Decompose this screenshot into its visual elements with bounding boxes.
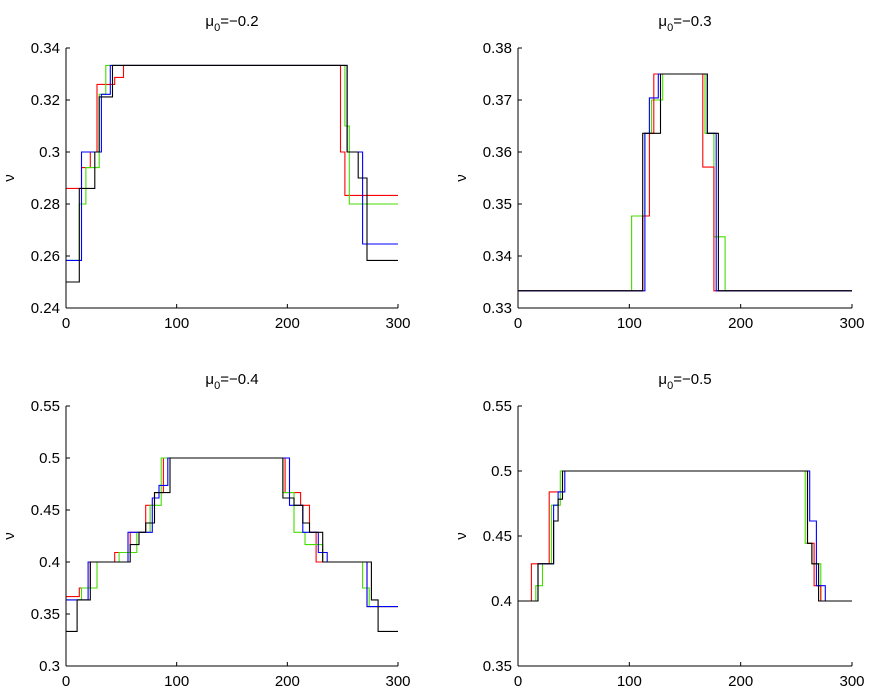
- subplot-3-series-black: [66, 457, 398, 632]
- subplot-2-series-red: [518, 73, 852, 292]
- x-tick-label: 200: [275, 673, 300, 690]
- subplot-2-title: μ0=−0.3: [658, 13, 711, 34]
- x-tick-label: 200: [728, 315, 753, 332]
- subplot-3-series-red: [66, 457, 398, 608]
- x-tick-label: 0: [514, 315, 522, 332]
- x-tick-label: 100: [164, 315, 189, 332]
- title-subscript: 0: [214, 22, 220, 34]
- title-mu: μ: [658, 371, 667, 388]
- x-tick-label: 300: [839, 673, 864, 690]
- y-tick-label: 0.38: [483, 40, 512, 57]
- y-tick-label: 0.36: [483, 144, 512, 161]
- subplot-4-series-red: [518, 470, 852, 602]
- x-tick-label: 200: [728, 673, 753, 690]
- subplot-1: μ0=−0.2ν0 100 200 3000.240.260.280.30.320.3…: [1, 13, 411, 332]
- y-tick-label: 0.35: [31, 606, 60, 623]
- subplot-2-series-blue: [518, 73, 852, 292]
- y-tick-label: 0.32: [31, 92, 60, 109]
- subplot-1-series-blue: [66, 64, 398, 261]
- y-tick-label: 0.55: [483, 398, 512, 415]
- title-mu: μ: [205, 371, 214, 388]
- subplot-4-ylabel: ν: [453, 532, 470, 540]
- x-tick-label: 200: [275, 315, 300, 332]
- y-tick-label: 0.35: [483, 196, 512, 213]
- x-tick-label: 300: [839, 315, 864, 332]
- x-tick-label: 0: [62, 673, 70, 690]
- x-tick-label: 0: [62, 315, 70, 332]
- subplot-1-series-black: [66, 64, 398, 283]
- title-mu: μ: [658, 13, 667, 30]
- subplot-3-series-blue: [66, 457, 398, 608]
- title-value: =−0.2: [220, 13, 258, 30]
- subplot-4-series-green: [518, 470, 852, 602]
- y-tick-label: 0.34: [31, 40, 60, 57]
- subplot-1-title: μ0=−0.2: [205, 13, 258, 34]
- subplot-3-ylabel: ν: [1, 532, 18, 540]
- x-tick-label: 0: [514, 673, 522, 690]
- subplot-2-series-green: [518, 73, 852, 292]
- x-tick-label: 100: [617, 673, 642, 690]
- subplot-2-series-black: [518, 73, 852, 292]
- y-tick-label: 0.4: [491, 593, 512, 610]
- x-tick-label: 100: [164, 673, 189, 690]
- y-tick-label: 0.5: [39, 450, 60, 467]
- title-value: =−0.5: [673, 371, 711, 388]
- y-tick-label: 0.26: [31, 248, 60, 265]
- y-tick-label: 0.3: [39, 144, 60, 161]
- subplot-1-series-green: [66, 64, 398, 261]
- x-tick-label: 300: [385, 673, 410, 690]
- subplot-4-series-blue: [518, 470, 852, 602]
- y-tick-label: 0.33: [483, 300, 512, 317]
- subplot-1-ylabel: ν: [1, 174, 18, 182]
- y-tick-label: 0.35: [483, 658, 512, 675]
- y-tick-label: 0.5: [491, 463, 512, 480]
- y-tick-label: 0.45: [31, 502, 60, 519]
- title-subscript: 0: [214, 380, 220, 392]
- title-value: =−0.4: [220, 371, 258, 388]
- title-value: =−0.3: [673, 13, 711, 30]
- title-mu: μ: [205, 13, 214, 30]
- subplot-4-title: μ0=−0.5: [658, 371, 711, 392]
- x-tick-label: 100: [617, 315, 642, 332]
- subplot-3-title: μ0=−0.4: [205, 371, 258, 392]
- y-tick-label: 0.55: [31, 398, 60, 415]
- title-subscript: 0: [667, 22, 673, 34]
- y-tick-label: 0.28: [31, 196, 60, 213]
- subplot-4-series-black: [518, 470, 852, 602]
- y-tick-label: 0.4: [39, 554, 60, 571]
- x-tick-label: 300: [385, 315, 410, 332]
- title-subscript: 0: [667, 380, 673, 392]
- y-tick-label: 0.34: [483, 248, 512, 265]
- subplot-3-series-green: [66, 457, 398, 608]
- subplot-2: μ0=−0.3ν0 100 200 3000.330.340.350.360.370.…: [453, 13, 865, 332]
- y-tick-label: 0.24: [31, 300, 60, 317]
- y-tick-label: 0.37: [483, 92, 512, 109]
- y-tick-label: 0.3: [39, 658, 60, 675]
- subplot-1-series-red: [66, 64, 398, 196]
- subplot-2-ylabel: ν: [453, 174, 470, 182]
- y-tick-label: 0.45: [483, 528, 512, 545]
